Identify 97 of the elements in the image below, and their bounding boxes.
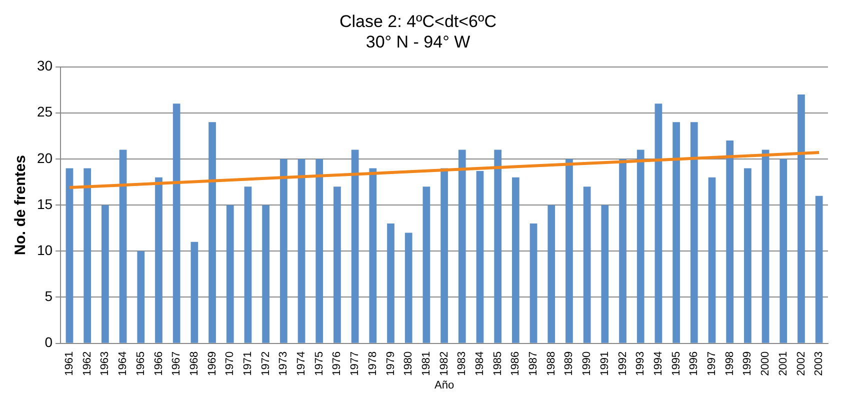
- x-tick-label: 1987: [528, 351, 540, 376]
- x-tick-label: 2001: [777, 351, 790, 376]
- x-tick-label: 1969: [206, 351, 218, 376]
- y-tick-label: 30: [36, 58, 53, 74]
- x-tick-label: 1992: [616, 351, 629, 376]
- y-tick-label: 15: [36, 196, 53, 212]
- x-tick-label: 1984: [474, 351, 486, 376]
- bar: [566, 158, 573, 343]
- x-tick-label: 1997: [706, 351, 718, 376]
- x-tick-label: 1986: [510, 351, 522, 376]
- chart-subtitle: 30° N - 94° W: [366, 32, 470, 52]
- bar: [155, 177, 162, 343]
- x-tick-label: 1967: [170, 351, 183, 376]
- bar: [262, 205, 270, 343]
- bar: [708, 177, 716, 343]
- bar: [726, 140, 734, 343]
- x-tick-label: 1993: [634, 351, 647, 376]
- x-tick-label: 1971: [242, 351, 254, 376]
- bar: [619, 158, 626, 343]
- x-tick-label: 1977: [349, 351, 362, 376]
- bar: [102, 205, 109, 343]
- y-tick-label: 10: [36, 242, 53, 258]
- x-tick-label: 1968: [188, 351, 200, 376]
- bar: [744, 168, 752, 343]
- bar: [119, 150, 127, 343]
- y-tick-label: 5: [44, 288, 53, 304]
- x-tick-label: 2000: [760, 351, 772, 376]
- bar: [494, 150, 502, 343]
- x-tick-label: 1985: [492, 351, 504, 376]
- x-tick-label: 1980: [402, 351, 415, 376]
- bar: [351, 150, 359, 343]
- bar: [798, 94, 805, 343]
- bar: [244, 186, 252, 343]
- y-axis-title: No. de frentes: [12, 155, 30, 256]
- bar: [172, 104, 180, 343]
- bar: [190, 242, 198, 343]
- bar: [137, 251, 145, 343]
- bar: [298, 158, 306, 343]
- x-tick-label: 1963: [99, 351, 112, 376]
- x-tick-label: 1995: [670, 351, 682, 376]
- bar: [458, 150, 466, 343]
- chart-title: Clase 2: 4ºC<dt<6ºC: [339, 12, 497, 31]
- x-tick-label: 1976: [331, 351, 344, 376]
- y-tick-label: 0: [44, 334, 53, 350]
- x-tick-label: 1966: [152, 351, 165, 376]
- bar: [334, 186, 341, 343]
- x-tick-label: 2002: [795, 351, 808, 376]
- bar: [762, 150, 770, 343]
- bar: [512, 177, 520, 343]
- bar: [690, 122, 698, 343]
- bar: [636, 150, 644, 343]
- x-tick-label: 1974: [296, 351, 308, 376]
- y-tick-label: 20: [36, 150, 53, 166]
- x-tick-label: 1991: [598, 351, 611, 376]
- x-tick-label: 1978: [366, 351, 379, 376]
- x-tick-label: 1972: [260, 351, 272, 376]
- x-tick-label: 1975: [313, 351, 326, 376]
- bar: [422, 186, 430, 343]
- x-tick-label: 1989: [563, 351, 576, 376]
- x-tick-label: 1996: [688, 351, 700, 376]
- x-axis-title: Año: [434, 379, 454, 392]
- x-tick-label: 1964: [117, 351, 130, 376]
- bar: [654, 104, 662, 343]
- bar: [66, 168, 74, 343]
- bar: [548, 205, 556, 343]
- bar: [280, 158, 288, 343]
- bar: [440, 168, 448, 343]
- y-tick-label: 25: [36, 104, 53, 120]
- bar: [84, 168, 92, 343]
- x-tick-label: 1970: [224, 351, 236, 376]
- x-tick-label: 1982: [438, 351, 450, 376]
- bar: [530, 224, 538, 343]
- x-tick-label: 1962: [81, 351, 94, 376]
- bar: [208, 122, 216, 343]
- x-tick-label: 1983: [456, 351, 468, 376]
- x-tick-label: 1994: [652, 351, 664, 376]
- bar: [780, 158, 788, 343]
- bar: [583, 186, 591, 343]
- x-tick-label: 1990: [581, 351, 594, 376]
- bar: [369, 168, 377, 343]
- x-tick-label: 1979: [384, 351, 397, 376]
- x-tick-label: 1998: [724, 351, 736, 376]
- bar: [404, 232, 412, 343]
- x-tick-label: 1961: [64, 351, 76, 376]
- bar: [387, 224, 394, 343]
- x-tick-label: 1965: [134, 351, 147, 376]
- bar: [316, 158, 324, 343]
- bar: [601, 205, 609, 343]
- bar: [815, 196, 823, 343]
- x-tick-label: 2003: [813, 351, 826, 376]
- x-tick-label: 1999: [742, 351, 754, 376]
- bar: [226, 205, 234, 343]
- x-tick-label: 1981: [420, 351, 432, 376]
- x-tick-label: 1988: [545, 351, 558, 376]
- bar: [672, 122, 680, 343]
- x-tick-label: 1973: [278, 351, 290, 376]
- bar: [476, 170, 484, 343]
